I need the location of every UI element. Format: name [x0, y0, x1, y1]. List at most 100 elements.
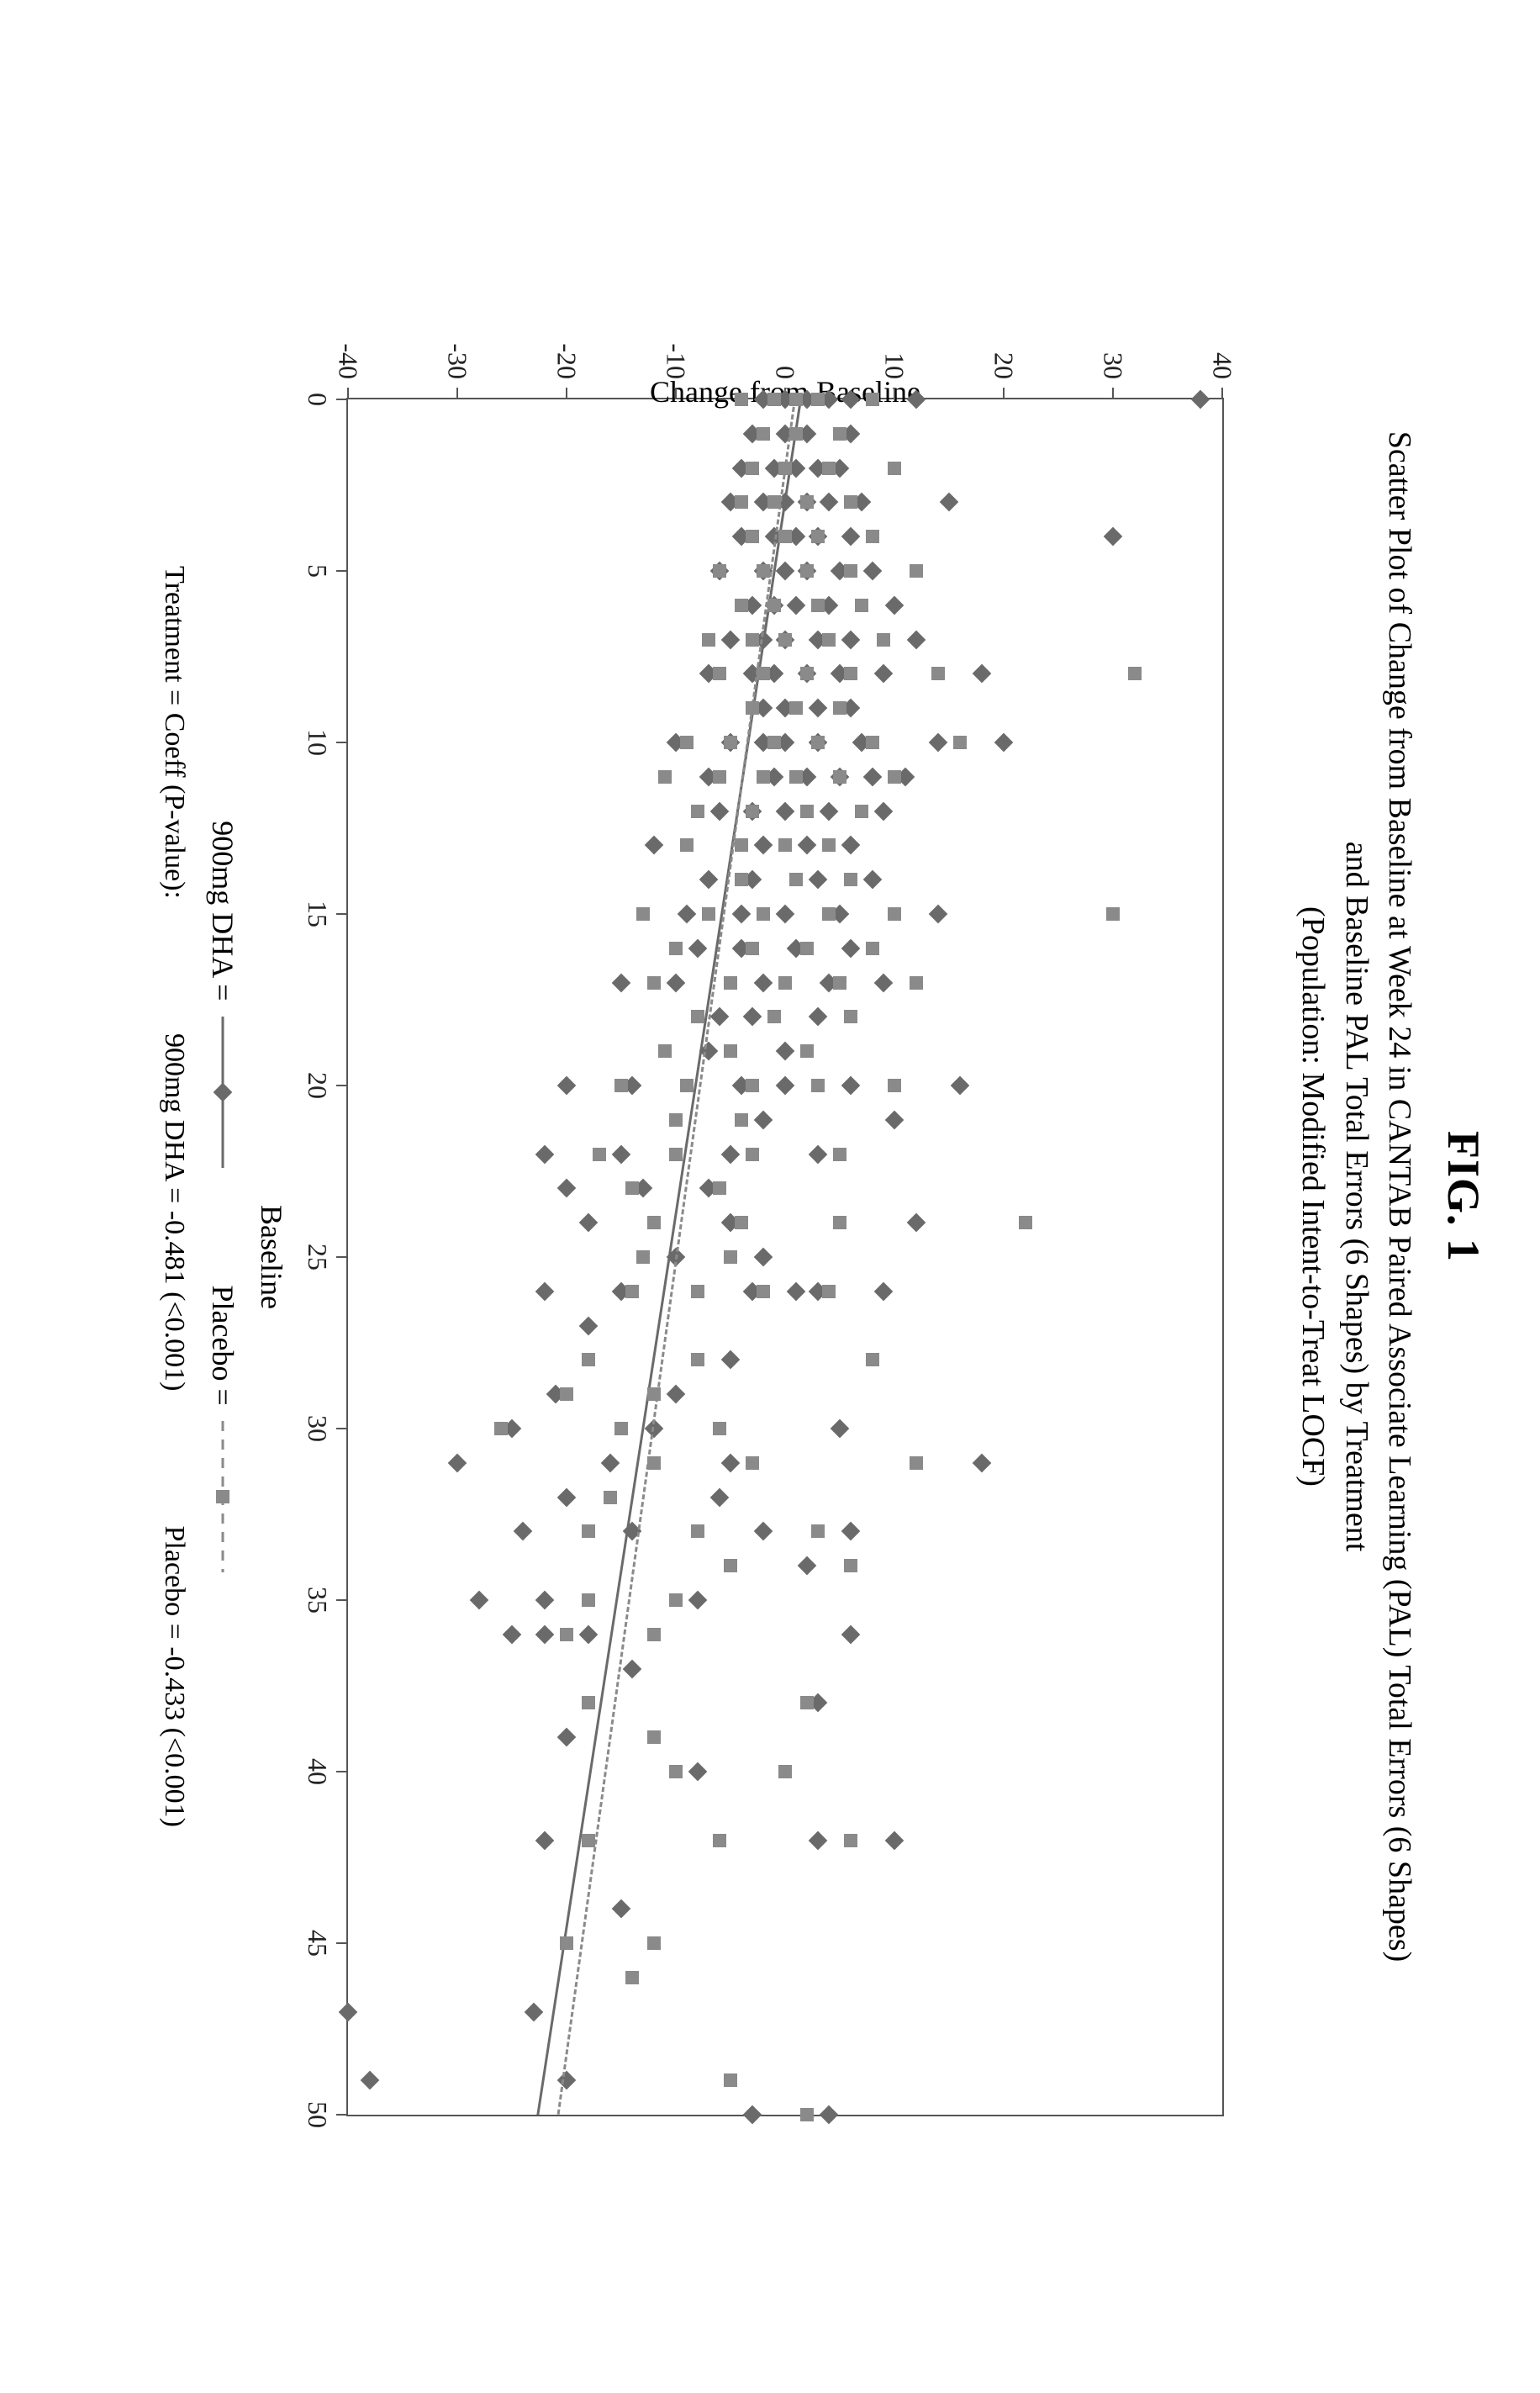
data-point: [811, 393, 825, 406]
data-point: [757, 564, 770, 578]
data-point: [746, 1148, 759, 1161]
data-point: [735, 393, 748, 406]
x-tick-label: 20: [302, 1072, 333, 1099]
data-point: [866, 1353, 879, 1366]
data-point: [800, 667, 814, 680]
data-point: [503, 1624, 522, 1644]
y-tick: [1221, 388, 1223, 399]
data-point: [798, 1556, 817, 1576]
data-point: [724, 976, 737, 990]
data-point: [844, 1559, 857, 1572]
data-point: [579, 1316, 599, 1335]
data-point: [494, 1422, 508, 1435]
data-point: [833, 427, 846, 441]
data-point: [841, 1624, 861, 1644]
scatter-chart: Change from Baseline Baseline 0510152025…: [266, 230, 1258, 2163]
data-point: [800, 1044, 814, 1058]
coeff-prefix: Treatment = Coeff (P-value):: [158, 566, 190, 899]
data-point: [612, 1144, 631, 1164]
data-point: [820, 493, 839, 512]
data-point: [888, 770, 901, 784]
data-point: [612, 1899, 631, 1919]
x-tick-label: 40: [302, 1758, 333, 1785]
data-point: [877, 633, 890, 647]
legend-placebo-swatch: [213, 1421, 233, 1572]
data-point: [1019, 1216, 1032, 1229]
data-point: [678, 905, 697, 924]
y-tick: [1003, 388, 1005, 399]
data-point: [776, 1076, 795, 1096]
legend-item-dha: 900mg DHA =: [205, 821, 240, 1167]
data-point: [833, 1148, 846, 1161]
data-point: [811, 599, 825, 612]
x-tick: [336, 1256, 348, 1258]
data-point: [789, 393, 803, 406]
data-point: [680, 838, 694, 852]
x-tick-label: 30: [302, 1415, 333, 1442]
y-tick-label: 0: [770, 366, 801, 379]
data-point: [910, 976, 923, 990]
y-tick-label: 40: [1207, 352, 1238, 379]
data-point: [514, 1522, 533, 1541]
data-point: [647, 1730, 661, 1744]
data-point: [844, 564, 857, 578]
x-tick-label: 35: [302, 1587, 333, 1614]
data-point: [874, 973, 894, 992]
data-point: [713, 564, 726, 578]
y-tick-label: -10: [661, 343, 692, 379]
data-point: [535, 1591, 555, 1610]
data-point: [713, 667, 726, 680]
y-tick: [456, 388, 458, 399]
data-point: [910, 564, 923, 578]
data-point: [746, 805, 759, 818]
data-point: [746, 530, 759, 543]
data-point: [647, 1628, 661, 1641]
data-point: [841, 836, 861, 855]
data-point: [724, 736, 737, 749]
data-point: [645, 836, 664, 855]
data-point: [735, 495, 748, 509]
data-point: [757, 1285, 770, 1298]
figure-title: Scatter Plot of Change from Baseline at …: [1291, 0, 1421, 2393]
data-point: [557, 1487, 577, 1507]
data-point: [691, 1353, 704, 1366]
x-tick-label: 5: [302, 564, 333, 578]
data-point: [691, 1524, 704, 1538]
data-point: [787, 1281, 806, 1301]
data-point: [361, 2071, 380, 2090]
data-point: [721, 1453, 741, 1472]
legend: 900mg DHA = Placebo =: [205, 0, 240, 2393]
data-point: [841, 1522, 861, 1541]
data-point: [604, 1491, 617, 1504]
data-point: [601, 1453, 620, 1472]
data-point: [844, 873, 857, 886]
data-point: [757, 770, 770, 784]
data-point: [724, 2073, 737, 2087]
data-point: [910, 1456, 923, 1470]
data-point: [841, 938, 861, 958]
data-point: [831, 1419, 850, 1439]
data-point: [789, 701, 803, 715]
data-point: [658, 1044, 672, 1058]
data-point: [557, 1076, 577, 1096]
data-point: [688, 938, 708, 958]
data-point: [811, 736, 825, 749]
data-point: [822, 462, 836, 475]
plot-area: Change from Baseline Baseline 0510152025…: [346, 398, 1224, 2116]
data-point: [863, 870, 883, 890]
y-tick: [675, 388, 677, 399]
data-point: [754, 1522, 773, 1541]
data-point: [833, 701, 846, 715]
data-point: [809, 1144, 828, 1164]
data-point: [470, 1591, 489, 1610]
data-point: [778, 530, 792, 543]
x-tick: [336, 399, 348, 400]
data-point: [743, 2105, 762, 2125]
y-tick-label: 20: [989, 352, 1020, 379]
rotated-figure-container: FIG. 1 Scatter Plot of Change from Basel…: [0, 0, 1540, 2393]
data-point: [623, 1659, 642, 1678]
data-point: [724, 1559, 737, 1572]
data-point: [680, 736, 694, 749]
data-point: [625, 1181, 639, 1195]
data-point: [866, 942, 879, 955]
